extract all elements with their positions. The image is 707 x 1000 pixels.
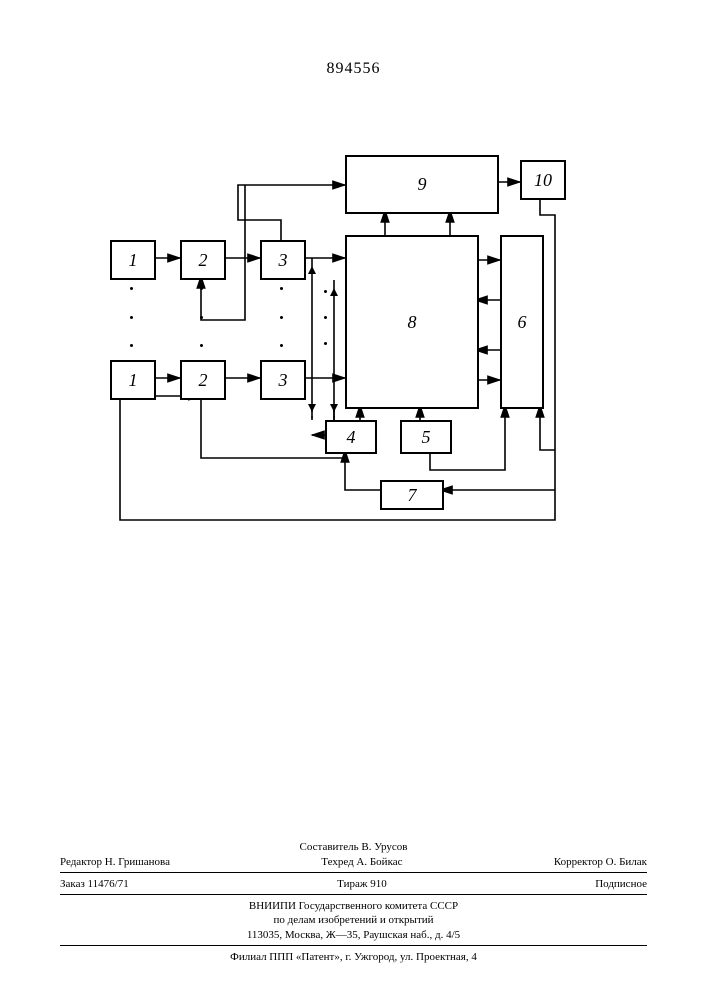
page: 894556 1 1 2 2 3 3 4 5 7 8 6 9 10 Соста [0, 0, 707, 1000]
order-number: Заказ 11476/71 [60, 877, 129, 892]
compiler: Составитель В. Урусов [300, 841, 408, 853]
imprint-footer: Составитель В. Урусов Редактор Н. Гришан… [60, 840, 647, 965]
block-diagram: 1 1 2 2 3 3 4 5 7 8 6 9 10 [100, 150, 600, 570]
block-label: 2 [199, 370, 208, 391]
block-label: 1 [129, 250, 138, 271]
block-3-top: 3 [260, 240, 306, 280]
ellipsis-dots [278, 287, 284, 347]
block-5: 5 [400, 420, 452, 454]
block-label: 3 [279, 370, 288, 391]
block-label: 7 [408, 485, 417, 506]
block-6: 6 [500, 235, 544, 409]
block-label: 10 [534, 170, 552, 191]
block-label: 4 [347, 427, 356, 448]
block-7: 7 [380, 480, 444, 510]
subscription: Подписное [595, 877, 647, 892]
block-label: 8 [408, 312, 417, 333]
ellipsis-dots [198, 287, 204, 347]
branch: Филиал ППП «Патент», г. Ужгород, ул. Про… [230, 951, 477, 963]
block-2-bottom: 2 [180, 360, 226, 400]
block-label: 6 [518, 312, 527, 333]
ellipsis-dots [322, 290, 328, 345]
address: 113035, Москва, Ж—35, Раушская наб., д. … [247, 929, 460, 941]
block-label: 9 [418, 174, 427, 195]
tech-editor: Техред А. Бойкас [321, 855, 402, 870]
block-label: 5 [422, 427, 431, 448]
ellipsis-dots [128, 287, 134, 347]
editor: Редактор Н. Гришанова [60, 855, 170, 870]
block-3-bottom: 3 [260, 360, 306, 400]
block-1-bottom: 1 [110, 360, 156, 400]
block-4: 4 [325, 420, 377, 454]
document-number: 894556 [0, 60, 707, 78]
block-2-top: 2 [180, 240, 226, 280]
block-9: 9 [345, 155, 499, 214]
block-10: 10 [520, 160, 566, 200]
org-line1: ВНИИПИ Государственного комитета СССР [249, 900, 458, 912]
block-label: 2 [199, 250, 208, 271]
block-8: 8 [345, 235, 479, 409]
corrector: Корректор О. Билак [554, 855, 647, 870]
block-1-top: 1 [110, 240, 156, 280]
block-label: 3 [279, 250, 288, 271]
print-run: Тираж 910 [337, 877, 387, 892]
block-label: 1 [129, 370, 138, 391]
org-line2: по делам изобретений и открытий [273, 914, 433, 926]
